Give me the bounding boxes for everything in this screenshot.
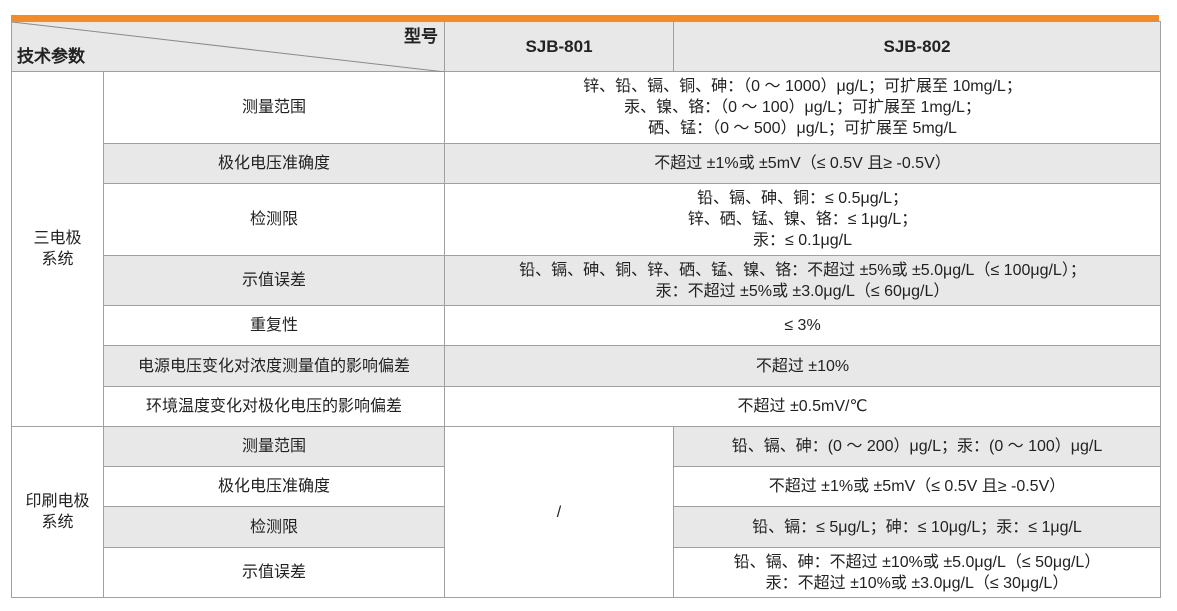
value-line: 汞：不超过 ±5%或 ±3.0μg/L（≤ 60μg/L） <box>655 282 950 300</box>
value-line: 铅、镉、砷、铜、锌、硒、锰、镍、铬：不超过 ±5%或 ±5.0μg/L（≤ 10… <box>519 261 1086 279</box>
value-line: 三电极 <box>33 230 82 247</box>
value-line: 不超过 ±10% <box>755 357 850 375</box>
table-row: 极化电压准确度 不超过 ±1%或 ±5mV（≤ 0.5V 且≥ -0.5V） <box>12 466 1161 507</box>
table-row: 示值误差 铅、镉、砷：不超过 ±10%或 ±5.0μg/L（≤ 50μg/L） 汞：… <box>12 547 1161 598</box>
param-cell: 极化电压准确度 <box>103 466 445 507</box>
value-line: 印刷电极 <box>25 493 90 510</box>
value-line: 硒、锰：（0 ～ 500）μg/L；可扩展至 5mg/L <box>648 120 957 137</box>
value-line: 汞：≤ 0.1μg/L <box>753 232 852 249</box>
value-cell: 不超过 ±1%或 ±5mV（≤ 0.5V 且≥ -0.5V） <box>444 143 1161 184</box>
value-line: 汞：不超过 ±10%或 ±3.0μg/L（≤ 30μg/L） <box>765 574 1069 592</box>
value-line: 不超过 ±1%或 ±5mV（≤ 0.5V 且≥ -0.5V） <box>654 155 951 172</box>
param-cell: 极化电压准确度 <box>103 143 445 184</box>
param-cell: 检测限 <box>103 506 445 548</box>
param-cell: 重复性 <box>103 305 445 346</box>
group-printed-electrode: 印刷电极 系统 <box>11 426 104 598</box>
value-line: 铅、镉、砷：不超过 ±10%或 ±5.0μg/L（≤ 50μg/L） <box>733 553 1101 571</box>
value-cell: 铅、镉、砷：不超过 ±10%或 ±5.0μg/L（≤ 50μg/L） 汞：不超过 … <box>673 547 1161 598</box>
value-cell: 不超过 ±10% <box>444 345 1161 387</box>
value-cell: 铅、镉、砷：(0 ～ 200）μg/L；汞：(0 ～ 100）μg/L <box>673 426 1161 467</box>
table-row: 检测限 铅、镉：≤ 5μg/L；砷：≤ 10μg/L；汞：≤ 1μg/L <box>12 506 1161 548</box>
value-line: 锌、铅、镉、铜、砷：（0 ～ 1000）μg/L；可扩展至 10mg/L； <box>583 78 1022 95</box>
param-cell: 测量范围 <box>103 71 445 144</box>
table-row: 极化电压准确度 不超过 ±1%或 ±5mV（≤ 0.5V 且≥ -0.5V） <box>12 143 1161 184</box>
accent-bar <box>11 15 1159 21</box>
table-row: 电源电压变化对浓度测量值的影响偏差 不超过 ±10% <box>12 345 1161 387</box>
diagonal-header-cell: 型号 技术参数 <box>11 21 445 72</box>
value-cell: 铅、镉：≤ 5μg/L；砷：≤ 10μg/L；汞：≤ 1μg/L <box>673 506 1161 548</box>
table-row: 重复性 ≤ 3% <box>12 305 1161 346</box>
value-cell: 铅、镉、砷、铜、锌、硒、锰、镍、铬：不超过 ±5%或 ±5.0μg/L（≤ 10… <box>444 255 1161 306</box>
value-cell: 不超过 ±0.5mV/℃ <box>444 386 1161 427</box>
value-cell: 不超过 ±1%或 ±5mV（≤ 0.5V 且≥ -0.5V） <box>673 466 1161 507</box>
param-cell: 测量范围 <box>103 426 445 467</box>
value-line: 锌、硒、锰、镍、铬：≤ 1μg/L； <box>687 211 918 228</box>
sjb801-not-applicable: / <box>444 426 674 598</box>
header-row: 型号 技术参数 SJB-801 SJB-802 <box>11 21 1161 72</box>
model-sjb-802: SJB-802 <box>673 21 1161 72</box>
value-cell: ≤ 3% <box>444 305 1161 346</box>
value-line: ≤ 3% <box>784 317 821 334</box>
param-cell: 示值误差 <box>103 255 445 306</box>
table-row: 示值误差 铅、镉、砷、铜、锌、硒、锰、镍、铬：不超过 ±5%或 ±5.0μg/L（… <box>12 255 1161 306</box>
spec-table: 型号 技术参数 SJB-801 SJB-802 三电极 系统 测量范围 锌、铅、镉、铜… <box>11 21 1161 598</box>
param-cell: 环境温度变化对极化电压的影响偏差 <box>103 386 445 427</box>
value-line: 铅、镉、砷：(0 ～ 200）μg/L；汞：(0 ～ 100）μg/L <box>731 438 1103 455</box>
value-line: 系统 <box>41 514 74 531</box>
value-line: 系统 <box>41 251 74 268</box>
value-line: 不超过 ±0.5mV/℃ <box>737 398 868 415</box>
value-line: 铅、镉、砷、铜：≤ 0.5μg/L； <box>697 190 908 207</box>
param-cell: 示值误差 <box>103 547 445 598</box>
param-cell: 检测限 <box>103 183 445 256</box>
value-line: 铅、镉：≤ 5μg/L；砷：≤ 10μg/L；汞：≤ 1μg/L <box>752 518 1082 536</box>
table-row: 环境温度变化对极化电压的影响偏差 不超过 ±0.5mV/℃ <box>12 386 1161 427</box>
table-row: 印刷电极 系统 测量范围 / 铅、镉、砷：(0 ～ 200）μg/L；汞：(0 ～ 10… <box>11 426 1161 598</box>
value-cell: 锌、铅、镉、铜、砷：（0 ～ 1000）μg/L；可扩展至 10mg/L； 汞、镍… <box>444 71 1161 144</box>
model-sjb-801: SJB-801 <box>444 21 674 72</box>
param-label: 技术参数 <box>17 47 85 66</box>
param-cell: 电源电压变化对浓度测量值的影响偏差 <box>103 345 445 387</box>
value-line: 汞、镍、铬：（0 ～ 100）μg/L；可扩展至 1mg/L； <box>624 99 981 116</box>
group-three-electrode: 三电极 系统 <box>11 71 104 427</box>
table-row: 三电极 系统 测量范围 锌、铅、镉、铜、砷：（0 ～ 1000）μg/L；可扩展至 1… <box>11 71 1161 427</box>
value-line: 不超过 ±1%或 ±5mV（≤ 0.5V 且≥ -0.5V） <box>768 478 1066 495</box>
table-row: 检测限 铅、镉、砷、铜：≤ 0.5μg/L； 锌、硒、锰、镍、铬：≤ 1μg/L； 汞… <box>12 183 1161 256</box>
value-cell: 铅、镉、砷、铜：≤ 0.5μg/L； 锌、硒、锰、镍、铬：≤ 1μg/L； 汞：≤ … <box>444 183 1161 256</box>
model-label: 型号 <box>404 27 438 46</box>
